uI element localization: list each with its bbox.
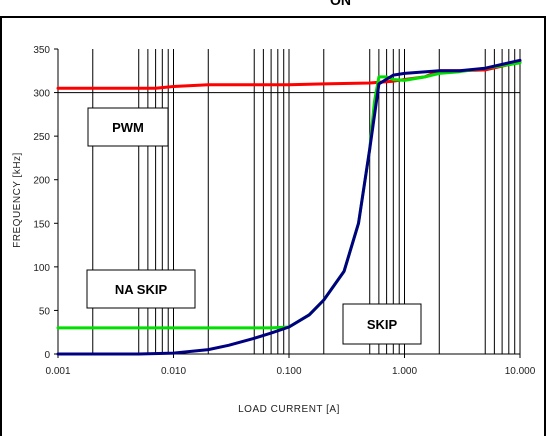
grid: 0 50 100 150 200 250 300 350 0.001 0.010 0.100 1.00… xyxy=(33,45,535,377)
x-tick-label: 0.001 xyxy=(45,366,70,377)
y-axis-label: FREQUENCY [kHz] xyxy=(12,152,23,248)
navy-series-line xyxy=(56,58,522,356)
top-frame: ON xyxy=(0,0,546,18)
x-tick-label: 10.000 xyxy=(505,366,536,377)
na-skip-annotation-box xyxy=(86,269,196,309)
y-tick-label: 100 xyxy=(33,263,50,274)
header-text: ON xyxy=(330,0,351,8)
x-tick-label: 0.010 xyxy=(161,366,186,377)
y-tick-label: 150 xyxy=(33,219,50,230)
pwm-annotation-box xyxy=(87,107,169,147)
frame-left-border xyxy=(0,18,2,436)
y-tick-label: 250 xyxy=(33,132,50,143)
pwm-annotation-label: PWM xyxy=(112,120,144,135)
skip-annotation-box xyxy=(342,303,422,345)
skip-annotation-label: SKIP xyxy=(367,317,398,332)
y-tick-label: 350 xyxy=(33,45,50,56)
x-axis-label: LOAD CURRENT [A] xyxy=(238,404,340,415)
axes: LOAD CURRENT [A] FREQUENCY [kHz] xyxy=(12,152,340,415)
annotations: PWM NA SKIP SKIP xyxy=(86,107,422,345)
x-tick-label: 0.100 xyxy=(276,366,301,377)
x-tick-label: 1.000 xyxy=(392,366,417,377)
frame-right-border xyxy=(544,18,546,436)
y-tick-label: 200 xyxy=(33,176,50,187)
frame-top-border xyxy=(0,16,546,18)
series-group xyxy=(56,58,522,356)
na-skip-annotation-label: NA SKIP xyxy=(115,282,168,297)
y-tick-label: 300 xyxy=(33,89,50,100)
y-tick-label: 50 xyxy=(39,306,51,317)
y-tick-label: 0 xyxy=(44,350,50,361)
